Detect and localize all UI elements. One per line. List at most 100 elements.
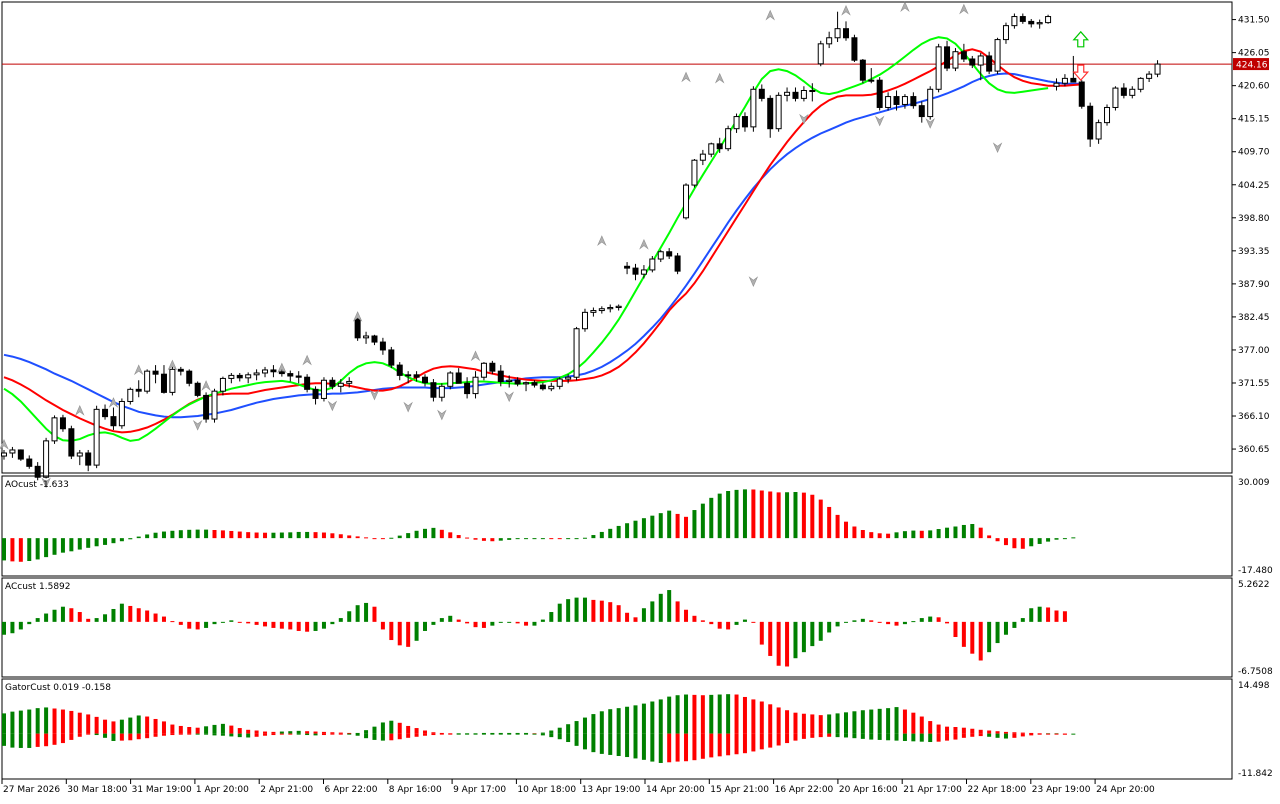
candle[interactable] bbox=[9, 446, 16, 458]
candle[interactable] bbox=[910, 92, 917, 109]
candle[interactable] bbox=[1104, 104, 1111, 126]
candle[interactable] bbox=[901, 94, 908, 109]
candle[interactable] bbox=[506, 375, 513, 388]
candle[interactable] bbox=[539, 382, 546, 391]
candle[interactable] bbox=[1061, 74, 1068, 87]
candle[interactable] bbox=[683, 183, 690, 220]
candle[interactable] bbox=[489, 360, 496, 375]
candle[interactable] bbox=[952, 48, 959, 72]
candle[interactable] bbox=[228, 372, 235, 384]
candle[interactable] bbox=[329, 377, 336, 390]
candle[interactable] bbox=[245, 372, 252, 384]
candle[interactable] bbox=[699, 149, 706, 166]
candle[interactable] bbox=[1053, 78, 1060, 91]
candle[interactable] bbox=[1002, 22, 1009, 44]
candle[interactable] bbox=[127, 387, 134, 405]
candle[interactable] bbox=[859, 58, 866, 84]
candle[interactable] bbox=[514, 377, 521, 387]
candle[interactable] bbox=[413, 371, 420, 382]
candle[interactable] bbox=[135, 380, 142, 398]
candle[interactable] bbox=[219, 376, 226, 396]
candle[interactable] bbox=[725, 125, 732, 152]
candle[interactable] bbox=[118, 398, 125, 429]
candle[interactable] bbox=[1137, 77, 1144, 93]
candle[interactable] bbox=[186, 369, 193, 387]
candle[interactable] bbox=[169, 366, 176, 396]
candle[interactable] bbox=[1045, 14, 1052, 24]
candle[interactable] bbox=[152, 365, 159, 384]
candle[interactable] bbox=[649, 255, 656, 273]
candle[interactable] bbox=[640, 265, 647, 279]
candle[interactable] bbox=[110, 407, 117, 430]
candle[interactable] bbox=[531, 380, 538, 388]
candle[interactable] bbox=[144, 369, 151, 394]
candle[interactable] bbox=[253, 369, 260, 381]
candle[interactable] bbox=[51, 415, 58, 444]
candle[interactable] bbox=[817, 40, 824, 67]
candle[interactable] bbox=[1095, 119, 1102, 144]
candle[interactable] bbox=[236, 372, 243, 382]
candle[interactable] bbox=[177, 366, 184, 376]
candle[interactable] bbox=[1019, 13, 1026, 24]
candle[interactable] bbox=[716, 137, 723, 153]
candle[interactable] bbox=[632, 263, 639, 281]
candle[interactable] bbox=[363, 331, 370, 344]
candle[interactable] bbox=[775, 92, 782, 132]
candle[interactable] bbox=[666, 248, 673, 260]
candle[interactable] bbox=[447, 371, 454, 390]
candle[interactable] bbox=[270, 365, 277, 378]
candle[interactable] bbox=[203, 392, 210, 423]
candle[interactable] bbox=[405, 371, 412, 384]
candle[interactable] bbox=[422, 374, 428, 387]
ac-panel[interactable]: ACcust 1.5892 5.2622 -6.7508 bbox=[1, 577, 1273, 678]
candle[interactable] bbox=[885, 92, 892, 111]
candle[interactable] bbox=[160, 365, 167, 394]
candle[interactable] bbox=[26, 455, 33, 469]
candle[interactable] bbox=[960, 43, 967, 63]
candle[interactable] bbox=[784, 87, 791, 102]
candle[interactable] bbox=[590, 307, 597, 317]
candle[interactable] bbox=[262, 366, 269, 378]
candle[interactable] bbox=[800, 86, 807, 102]
candle[interactable] bbox=[944, 40, 951, 72]
candle[interactable] bbox=[523, 381, 530, 392]
candle[interactable] bbox=[1036, 19, 1043, 29]
candle[interactable] bbox=[843, 21, 849, 41]
candle[interactable] bbox=[556, 377, 563, 390]
price-panel[interactable]: 431.50 426.05 420.60 415.15 409.70 404.25 398.… bbox=[0, 1, 1270, 489]
candle[interactable] bbox=[346, 377, 353, 388]
candle[interactable] bbox=[565, 374, 572, 384]
candle[interactable] bbox=[1120, 83, 1127, 99]
candle[interactable] bbox=[1028, 18, 1035, 28]
candle[interactable] bbox=[893, 90, 900, 111]
candle[interactable] bbox=[211, 388, 218, 423]
gator-panel[interactable]: GatorCust 0.019 -0.158 14.498 -11.842 bbox=[1, 678, 1273, 780]
candle[interactable] bbox=[624, 262, 631, 275]
candle[interactable] bbox=[312, 386, 319, 405]
candle[interactable] bbox=[1129, 86, 1136, 99]
candle[interactable] bbox=[102, 404, 109, 420]
candle[interactable] bbox=[573, 326, 580, 381]
candle[interactable] bbox=[1146, 71, 1153, 83]
candle[interactable] bbox=[93, 405, 100, 469]
candle[interactable] bbox=[750, 86, 757, 132]
candle[interactable] bbox=[396, 362, 403, 381]
candle[interactable] bbox=[1154, 60, 1161, 78]
candle[interactable] bbox=[194, 381, 201, 398]
candle[interactable] bbox=[969, 55, 976, 69]
candle[interactable] bbox=[371, 334, 378, 346]
candle[interactable] bbox=[34, 462, 41, 481]
candle[interactable] bbox=[792, 87, 799, 102]
candle[interactable] bbox=[581, 308, 588, 332]
ao-panel[interactable]: AOcust -1.633 30.009 -17.480 bbox=[1, 475, 1273, 577]
candle[interactable] bbox=[59, 414, 66, 432]
candle[interactable] bbox=[607, 304, 614, 313]
candle[interactable] bbox=[464, 377, 471, 399]
candle[interactable] bbox=[1078, 80, 1085, 109]
candle[interactable] bbox=[438, 383, 445, 402]
candle[interactable] bbox=[809, 83, 816, 102]
candle[interactable] bbox=[1112, 86, 1119, 111]
candle[interactable] bbox=[868, 68, 875, 84]
